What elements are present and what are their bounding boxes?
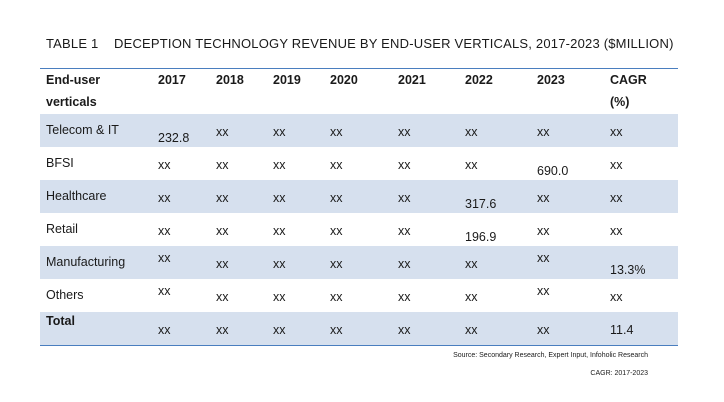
value-cell: xx bbox=[330, 224, 343, 238]
value-cell: xx bbox=[273, 224, 286, 238]
value-cell: xx bbox=[465, 290, 478, 304]
value-cell: xx bbox=[392, 312, 459, 346]
value-cell: xx bbox=[398, 224, 411, 238]
value-cell: xx bbox=[216, 158, 229, 172]
value-cell: xx bbox=[210, 114, 267, 147]
header-cell: 2023 bbox=[537, 73, 565, 87]
revenue-table: End-user verticals 2017 2018 2019 2020 20… bbox=[40, 68, 678, 346]
value-cell: xx bbox=[392, 114, 459, 147]
value-cell: xx bbox=[267, 114, 324, 147]
value-cell: 11.4 bbox=[604, 312, 678, 346]
value-cell: xx bbox=[152, 180, 210, 213]
value-cell: xx bbox=[267, 312, 324, 346]
value-cell: xx bbox=[531, 114, 604, 147]
table-row: BFSI xx xx xx xx xx xx 690.0 xx bbox=[40, 147, 678, 180]
value-cell: xx bbox=[324, 180, 392, 213]
value-cell: xx bbox=[531, 180, 604, 213]
header-cell: End-user verticals bbox=[46, 73, 101, 109]
value-cell: xx bbox=[459, 246, 531, 279]
table-row: Manufacturing xx xx xx xx xx xx xx 13.3% bbox=[40, 246, 678, 279]
value-cell: 690.0 bbox=[537, 164, 569, 178]
table-title: TABLE 1 DECEPTION TECHNOLOGY REVENUE BY E… bbox=[46, 36, 674, 51]
value-cell: 232.8 bbox=[152, 114, 210, 147]
value-cell: xx bbox=[392, 246, 459, 279]
source-note: Source: Secondary Research, Expert Input… bbox=[453, 352, 648, 359]
header-cell: 2022 bbox=[465, 73, 493, 87]
value-cell: xx bbox=[537, 224, 550, 238]
value-cell: xx bbox=[267, 180, 324, 213]
value-cell: xx bbox=[398, 158, 411, 172]
value-cell: xx bbox=[152, 246, 210, 279]
cagr-period-note: CAGR: 2017-2023 bbox=[590, 370, 648, 377]
row-label: Telecom & IT bbox=[40, 114, 152, 147]
header-row: End-user verticals 2017 2018 2019 2020 20… bbox=[40, 68, 678, 115]
value-cell: xx bbox=[210, 180, 267, 213]
value-cell: xx bbox=[330, 290, 343, 304]
table-caption: DECEPTION TECHNOLOGY REVENUE BY END-USER… bbox=[114, 36, 674, 51]
value-cell: xx bbox=[537, 284, 550, 298]
row-label: Retail bbox=[46, 222, 78, 236]
value-cell: xx bbox=[324, 114, 392, 147]
value-cell: xx bbox=[398, 290, 411, 304]
value-cell: xx bbox=[392, 180, 459, 213]
row-label: Manufacturing bbox=[40, 246, 152, 279]
value-cell: xx bbox=[273, 158, 286, 172]
value-cell: xx bbox=[459, 114, 531, 147]
value-cell: xx bbox=[610, 158, 623, 172]
value-cell: xx bbox=[152, 312, 210, 346]
value-cell: xx bbox=[158, 224, 171, 238]
value-cell: xx bbox=[531, 246, 604, 279]
value-cell: 317.6 bbox=[459, 180, 531, 213]
value-cell: xx bbox=[210, 312, 267, 346]
header-cell: 2017 bbox=[158, 73, 186, 87]
table-number: TABLE 1 bbox=[46, 36, 99, 51]
header-cell: 2019 bbox=[273, 73, 301, 87]
value-cell: xx bbox=[610, 290, 623, 304]
value-cell: xx bbox=[210, 246, 267, 279]
value-cell: xx bbox=[273, 290, 286, 304]
value-cell: xx bbox=[324, 312, 392, 346]
value-cell: xx bbox=[330, 158, 343, 172]
value-cell: xx bbox=[604, 114, 678, 147]
table-row: Healthcare xx xx xx xx xx 317.6 xx xx bbox=[40, 180, 678, 213]
row-label: Others bbox=[46, 288, 84, 302]
value-cell: xx bbox=[610, 224, 623, 238]
table-row: Retail xx xx xx xx xx 196.9 xx xx bbox=[40, 213, 678, 246]
value-cell: xx bbox=[324, 246, 392, 279]
value-cell: xx bbox=[604, 180, 678, 213]
header-cell: CAGR (%) bbox=[610, 73, 647, 109]
value-cell: xx bbox=[158, 158, 171, 172]
table-row: Total xx xx xx xx xx xx xx 11.4 bbox=[40, 312, 678, 346]
header-cell: 2021 bbox=[398, 73, 426, 87]
value-cell: xx bbox=[216, 224, 229, 238]
table-row: Telecom & IT 232.8 xx xx xx xx xx xx xx bbox=[40, 114, 678, 147]
row-label: Total bbox=[40, 312, 152, 346]
value-cell: xx bbox=[158, 284, 171, 298]
value-cell: 13.3% bbox=[604, 246, 678, 279]
header-cell: 2018 bbox=[216, 73, 244, 87]
row-label: Healthcare bbox=[40, 180, 152, 213]
value-cell: xx bbox=[216, 290, 229, 304]
row-label: BFSI bbox=[46, 156, 74, 170]
header-cell: 2020 bbox=[330, 73, 358, 87]
value-cell: 196.9 bbox=[465, 230, 497, 244]
value-cell: xx bbox=[531, 312, 604, 346]
value-cell: xx bbox=[465, 158, 478, 172]
table-row: Others xx xx xx xx xx xx xx xx bbox=[40, 279, 678, 312]
value-cell: xx bbox=[267, 246, 324, 279]
value-cell: xx bbox=[459, 312, 531, 346]
